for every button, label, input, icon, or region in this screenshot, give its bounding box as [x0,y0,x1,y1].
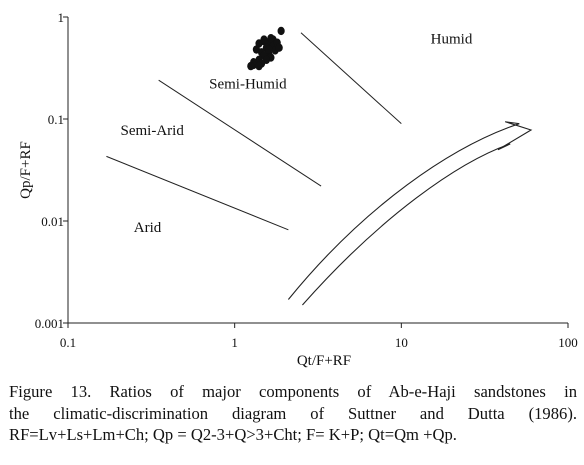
y-tick-label: 1 [58,10,65,25]
data-point [277,26,285,36]
data-point [267,33,275,43]
data-point [275,43,283,52]
y-axis-ticks: 0.001 0.01 0.1 1 [35,10,68,331]
climatic-discrimination-chart: 0.1 1 10 100 0.001 0.01 0.1 1 Humid Semi-Humid S… [18,10,578,369]
region-label: Semi-Arid [121,123,185,139]
boundary-lines [106,32,402,231]
x-tick-label: 100 [558,335,578,350]
x-tick-label: 0.1 [60,335,76,350]
caption-line: RF=Lv+Ls+Lm+Ch; Qp = Q2-3+Q>3+Cht; F= K+… [9,425,457,444]
arrow-head [497,121,533,151]
caption-line: Figure 13. Ratios of major components of… [9,382,577,401]
trend-arrow [287,121,533,306]
y-tick-label: 0.01 [41,214,64,229]
region-label: Semi-Humid [209,76,287,92]
chart-axes [67,17,568,324]
x-axis-label: Qt/F+RF [297,353,351,369]
caption-line: the climatic-discrimination diagram of S… [9,403,577,423]
y-axis-label: Qp/F+RF [18,141,34,199]
boundary-line [158,79,322,187]
arrow-inner-edge [302,143,511,306]
boundary-line [106,155,289,231]
arrow-outer-edge [287,123,520,300]
x-axis-ticks: 0.1 1 10 100 [60,323,578,350]
y-tick-label: 0.1 [48,112,64,127]
y-tick-label: 0.001 [35,316,64,331]
boundary-line [300,32,402,125]
x-tick-label: 1 [231,335,238,350]
region-label: Arid [134,220,162,236]
figure-caption: Figure 13. Ratios of major components of… [9,381,577,446]
region-labels: Humid Semi-Humid Semi-Arid Arid [121,31,473,236]
x-tick-label: 10 [395,335,408,350]
data-points [247,26,285,71]
region-label: Humid [431,31,473,47]
data-point [260,35,268,44]
data-point [255,61,263,71]
data-point [247,61,255,71]
data-point [265,45,273,54]
